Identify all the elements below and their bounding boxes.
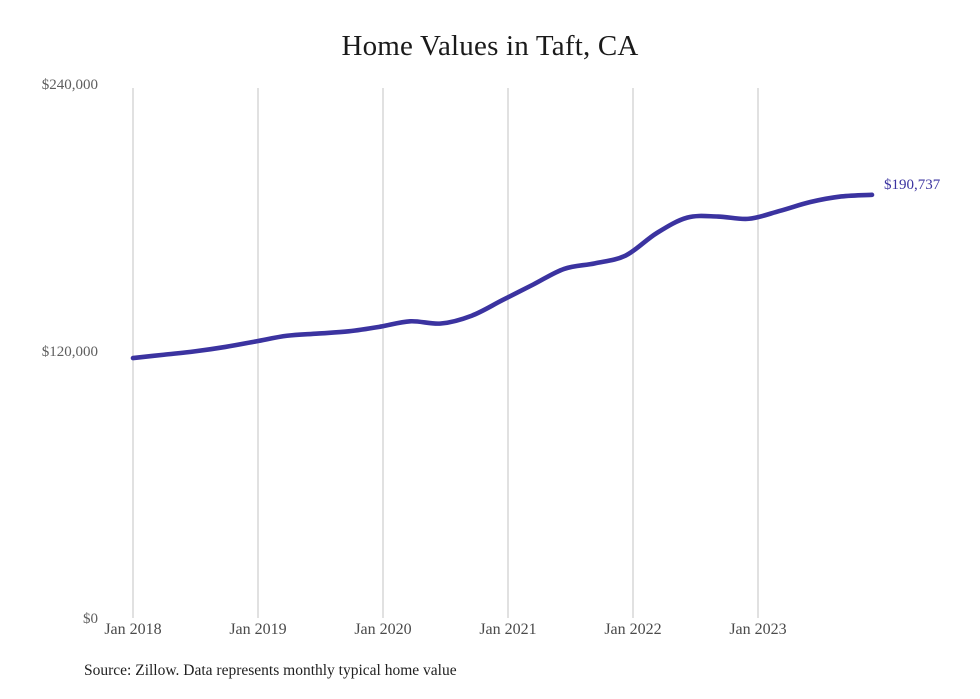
x-axis-tick-jan-2019: Jan 2019 — [229, 621, 287, 638]
x-axis-tick-jan-2022: Jan 2022 — [604, 621, 662, 638]
end-value-annotation: $190,737 — [884, 177, 941, 193]
y-axis-tick-120000: $120,000 — [41, 344, 98, 360]
y-axis-tick-0: $0 — [83, 611, 98, 627]
home-value-line — [130, 192, 875, 361]
vertical-gridlines — [132, 88, 759, 618]
page-title: Home Values in Taft, CA — [341, 30, 639, 62]
x-axis-tick-jan-2021: Jan 2021 — [479, 621, 537, 638]
y-axis-tick-240000: $240,000 — [41, 77, 98, 93]
source-note: Source: Zillow. Data represents monthly … — [84, 662, 457, 679]
x-axis-tick-jan-2020: Jan 2020 — [354, 621, 412, 638]
x-axis-tick-jan-2018: Jan 2018 — [104, 621, 162, 638]
x-axis-tick-jan-2023: Jan 2023 — [729, 621, 787, 638]
